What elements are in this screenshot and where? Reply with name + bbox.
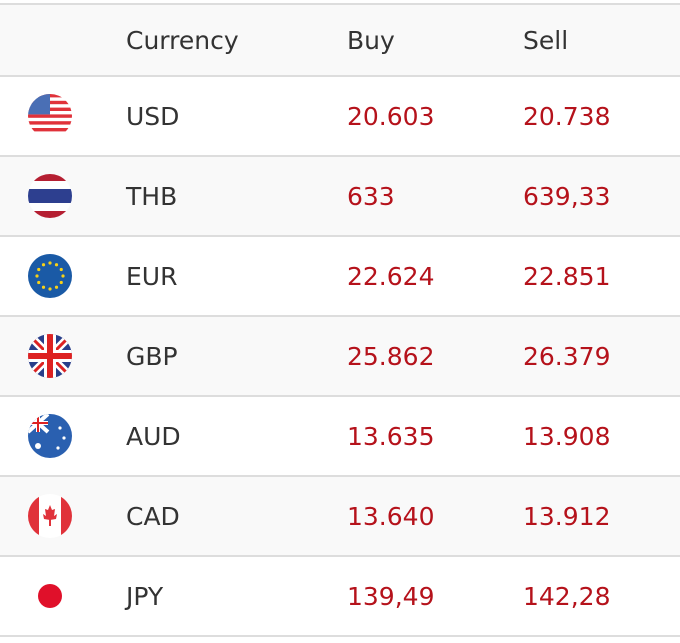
flag-cell (0, 156, 126, 236)
sell-rate: 142,28 (523, 581, 611, 611)
eu-flag-icon (28, 254, 72, 298)
buy-rate: 139,49 (347, 581, 435, 611)
buy-rate: 20.603 (347, 101, 435, 131)
sell-rate: 13.912 (523, 501, 611, 531)
currency-code: THB (126, 181, 178, 211)
table-row: THB 633 639,33 (0, 156, 680, 236)
thailand-flag-icon (28, 174, 72, 218)
flag-cell (0, 476, 126, 556)
currency-code: EUR (126, 261, 178, 291)
currency-column-header: Currency (126, 25, 239, 55)
exchange-rate-table: Currency Buy Sell USD 20.603 20.738 THB … (0, 3, 680, 637)
flag-column-header (0, 4, 126, 76)
buy-rate: 13.635 (347, 421, 435, 451)
buy-rate: 13.640 (347, 501, 435, 531)
sell-rate: 26.379 (523, 341, 611, 371)
table-row: JPY 139,49 142,28 (0, 556, 680, 636)
currency-code: AUD (126, 421, 181, 451)
uk-flag-icon (28, 334, 72, 378)
sell-rate: 639,33 (523, 181, 611, 211)
sell-column-header: Sell (523, 25, 569, 55)
table-row: GBP 25.862 26.379 (0, 316, 680, 396)
currency-code: JPY (126, 581, 164, 611)
buy-column-header: Buy (347, 25, 395, 55)
flag-cell (0, 316, 126, 396)
buy-rate: 22.624 (347, 261, 435, 291)
table-row: CAD 13.640 13.912 (0, 476, 680, 556)
flag-cell (0, 236, 126, 316)
us-flag-icon (28, 94, 72, 138)
sell-rate: 13.908 (523, 421, 611, 451)
sell-rate: 20.738 (523, 101, 611, 131)
currency-code: GBP (126, 341, 178, 371)
sell-rate: 22.851 (523, 261, 611, 291)
buy-rate: 25.862 (347, 341, 435, 371)
canada-flag-icon (28, 494, 72, 538)
table-row: USD 20.603 20.738 (0, 76, 680, 156)
table-row: AUD 13.635 13.908 (0, 396, 680, 476)
flag-cell (0, 396, 126, 476)
japan-flag-icon (28, 574, 72, 618)
australia-flag-icon (28, 414, 72, 458)
currency-code: CAD (126, 501, 180, 531)
buy-rate: 633 (347, 181, 395, 211)
flag-cell (0, 76, 126, 156)
flag-cell (0, 556, 126, 636)
table-row: EUR 22.624 22.851 (0, 236, 680, 316)
table-header-row: Currency Buy Sell (0, 4, 680, 76)
currency-code: USD (126, 101, 180, 131)
